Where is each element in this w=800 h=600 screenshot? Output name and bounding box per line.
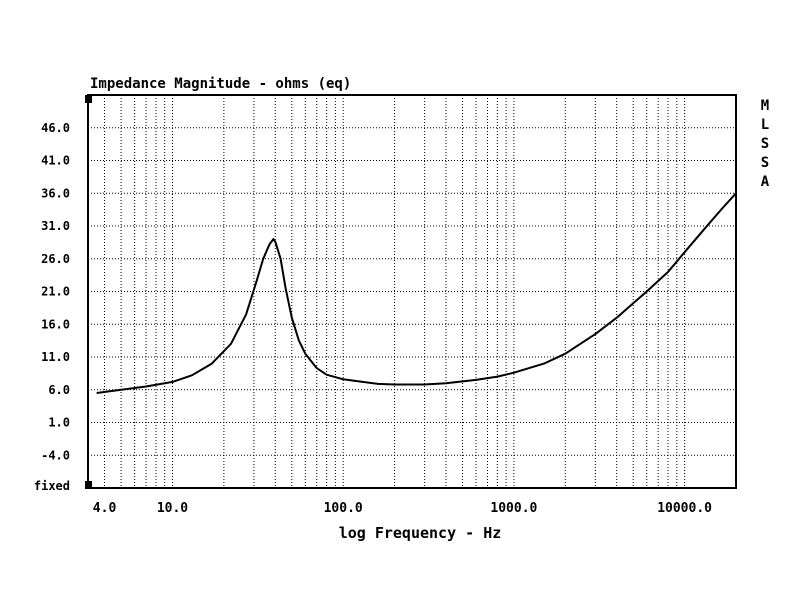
x-tick-label: 10000.0 <box>657 501 712 516</box>
chart-title: Impedance Magnitude - ohms (eq) <box>90 76 351 92</box>
side-label-letter: A <box>761 174 770 190</box>
side-label-letter: S <box>761 155 769 171</box>
y-tick-label: -4.0 <box>41 448 70 462</box>
y-tick-label: 31.0 <box>41 219 70 233</box>
y-axis-ticks: 46.0 41.0 36.0 31.0 26.0 21.0 16.0 11.0 6.0 1.0 -4… <box>41 121 70 463</box>
side-label-letter: M <box>761 98 769 114</box>
y-tick-label: 6.0 <box>48 383 70 397</box>
plot-frame <box>87 94 737 489</box>
y-tick-label: 26.0 <box>41 252 70 266</box>
x-tick-label: 100.0 <box>324 501 363 516</box>
top-corner-marker <box>85 95 92 103</box>
x-axis-ticks: 4.0 10.0 100.0 1000.0 10000.0 <box>93 501 712 516</box>
y-fixed-label: fixed <box>34 479 70 493</box>
y-tick-label: 41.0 <box>41 154 70 168</box>
impedance-curve <box>96 192 737 394</box>
y-tick-label: 21.0 <box>41 285 70 299</box>
y-tick-label: 16.0 <box>41 317 70 331</box>
x-tick-label: 10.0 <box>157 501 188 516</box>
y-tick-label: 1.0 <box>48 416 70 430</box>
x-tick-label: 4.0 <box>93 501 117 516</box>
side-label-letter: L <box>761 117 769 133</box>
y-tick-label: 11.0 <box>41 350 70 364</box>
side-label-letter: S <box>761 136 769 152</box>
grid <box>88 95 737 488</box>
y-tick-label: 46.0 <box>41 121 70 135</box>
x-axis-label: log Frequency - Hz <box>339 524 502 542</box>
x-tick-label: 1000.0 <box>490 501 537 516</box>
y-tick-label: 36.0 <box>41 186 70 200</box>
bottom-corner-marker <box>85 481 92 489</box>
